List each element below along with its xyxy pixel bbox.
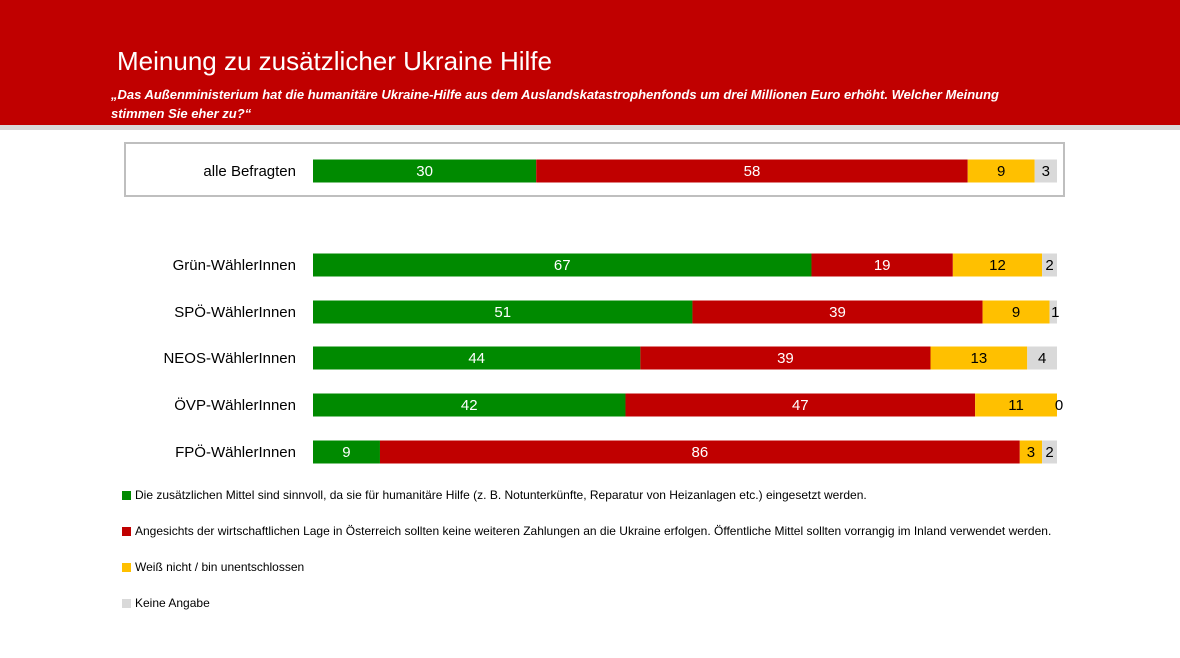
bar-segment	[313, 346, 641, 370]
legend-label: Keine Angabe	[135, 596, 210, 610]
bar-segment	[982, 300, 1050, 324]
header-banner	[0, 0, 1180, 125]
bar-segment	[692, 300, 983, 324]
bar-segment	[1019, 440, 1043, 464]
data-label: 2	[1045, 444, 1053, 461]
bar-segment	[1042, 440, 1057, 464]
data-label: 3	[1042, 163, 1050, 180]
category-label: alle Befragten	[203, 163, 296, 180]
page-subtitle: „Das Außenministerium hat die humanitäre…	[111, 87, 999, 121]
data-label: 39	[829, 304, 846, 321]
data-label: 42	[461, 397, 478, 414]
data-label: 11	[1008, 397, 1024, 414]
category-label: SPÖ-WählerInnen	[174, 303, 296, 321]
legend-swatch	[122, 491, 131, 500]
bar-segment	[930, 346, 1028, 370]
bar-segment	[313, 440, 380, 464]
bar-segment	[536, 159, 968, 183]
data-label: 19	[874, 257, 891, 274]
bar-segment	[975, 393, 1057, 417]
legend-label: Die zusätzlichen Mittel sind sinnvoll, d…	[135, 488, 867, 502]
data-label: 86	[692, 444, 709, 461]
bar-segment	[640, 346, 931, 370]
category-label: NEOS-WählerInnen	[163, 350, 296, 367]
data-label: 2	[1045, 257, 1053, 274]
bar-segment	[313, 300, 693, 324]
bar-segment	[313, 253, 812, 277]
bar-segment	[811, 253, 953, 277]
data-label: 58	[744, 163, 761, 180]
legend-label: Angesichts der wirtschaftlichen Lage in …	[135, 524, 1052, 538]
data-label: 39	[777, 350, 794, 367]
data-label: 44	[468, 350, 485, 367]
header-divider	[0, 125, 1180, 130]
data-label: 3	[1027, 444, 1035, 461]
legend-item: Keine Angabe	[122, 595, 1082, 612]
legend-swatch	[122, 599, 131, 608]
category-label: FPÖ-WählerInnen	[175, 443, 296, 461]
bar-segment	[967, 159, 1035, 183]
category-label: Grün-WählerInnen	[173, 257, 296, 274]
legend-item: Weiß nicht / bin unentschlossen	[122, 559, 1082, 576]
data-label: 12	[989, 257, 1006, 274]
bar-segment	[625, 393, 976, 417]
data-label: 67	[554, 257, 571, 274]
legend-label: Weiß nicht / bin unentschlossen	[135, 560, 305, 574]
data-label: 30	[416, 163, 433, 180]
bar-segment	[1049, 300, 1057, 324]
bar-segment	[379, 440, 1020, 464]
bar-segment	[1027, 346, 1057, 370]
data-label: 9	[997, 163, 1005, 180]
legend-item: Die zusätzlichen Mittel sind sinnvoll, d…	[122, 487, 1082, 504]
data-label: 1	[1051, 304, 1059, 321]
bar-segment	[952, 253, 1043, 277]
data-label: 47	[792, 397, 809, 414]
data-label: 9	[342, 444, 350, 461]
legend-swatch	[122, 563, 131, 572]
data-label: 4	[1038, 350, 1046, 367]
legend-item: Angesichts der wirtschaftlichen Lage in …	[122, 523, 1082, 540]
bar-segment	[1042, 253, 1057, 277]
page-title: Meinung zu zusätzlicher Ukraine Hilfe	[117, 46, 552, 76]
data-label: 0	[1055, 397, 1063, 414]
data-label: 9	[1012, 304, 1020, 321]
data-label: 13	[971, 350, 988, 367]
category-label: ÖVP-WählerInnen	[174, 396, 296, 414]
bar-segment	[313, 393, 626, 417]
bar-segment	[313, 159, 537, 183]
bar-segment	[1034, 159, 1057, 183]
legend-swatch	[122, 527, 131, 536]
data-label: 51	[494, 304, 511, 321]
